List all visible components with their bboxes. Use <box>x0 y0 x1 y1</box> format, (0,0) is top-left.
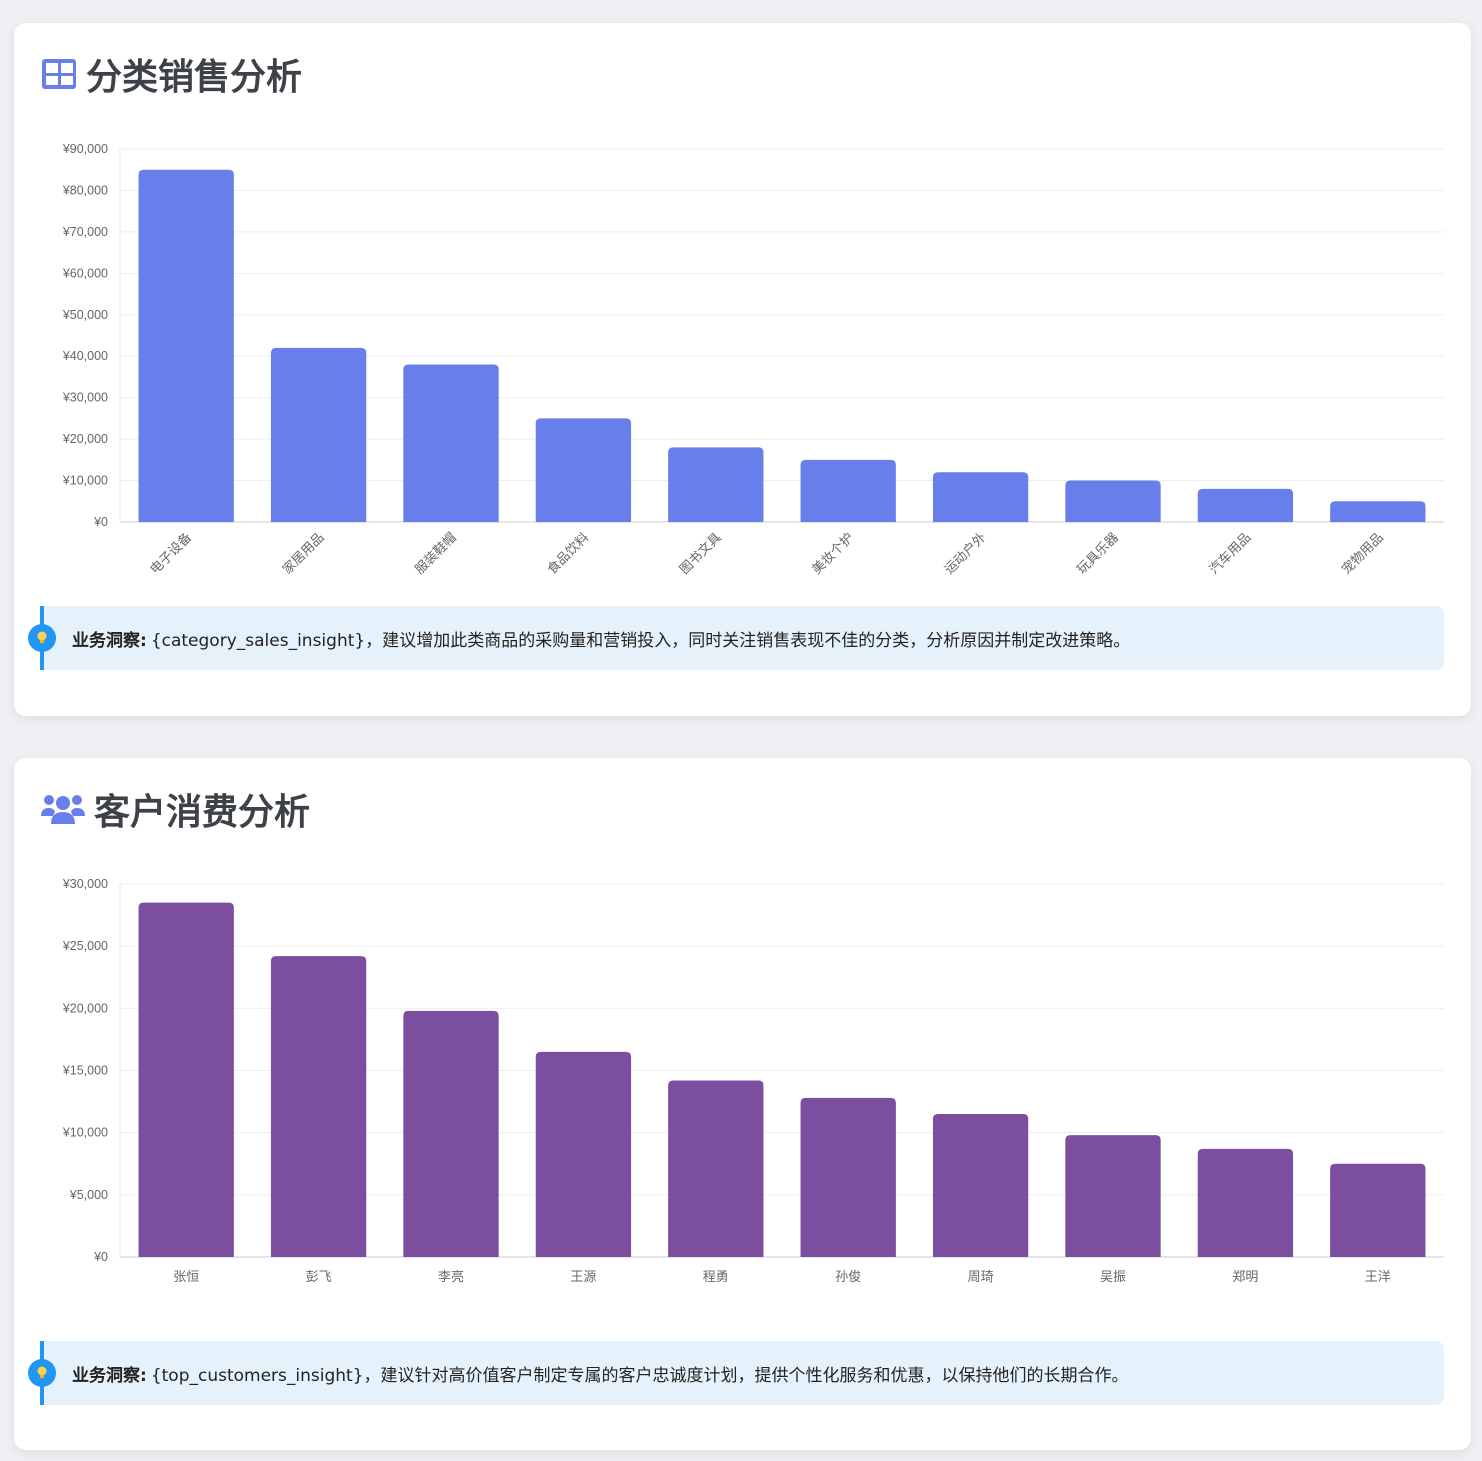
x-tick-label: 家居用品 <box>279 530 327 578</box>
customer-spending-chart: ¥0 ¥5,000 ¥10,000 ¥15,000 ¥20,000 ¥25,000 ¥30,… <box>34 868 1454 1338</box>
y-tick-label: ¥70,000 <box>62 225 108 239</box>
customer-spending-card: 客户消费分析 ¥0 ¥5,000 ¥10,000 ¥15,000 ¥20,000 ¥25,… <box>14 758 1471 1450</box>
x-tick-label: 李亮 <box>438 1269 464 1285</box>
x-tick-label: 食品饮料 <box>544 530 592 578</box>
y-tick-label: ¥25,000 <box>62 939 108 953</box>
x-tick-label: 美妆个护 <box>810 530 857 577</box>
y-tick-label: ¥40,000 <box>62 349 108 363</box>
bar[interactable] <box>270 956 367 1257</box>
x-tick-label: 周琦 <box>968 1270 994 1285</box>
bar[interactable] <box>138 902 234 1257</box>
bar[interactable] <box>403 1010 499 1257</box>
insight-box: 业务洞察: {top_customers_insight}，建议针对高价值客户制… <box>28 1341 1444 1405</box>
y-tick-label: ¥30,000 <box>62 391 108 405</box>
y-tick-label: ¥20,000 <box>62 1001 108 1015</box>
bar[interactable] <box>1330 1163 1426 1257</box>
bar[interactable] <box>138 169 234 522</box>
y-tick-label: ¥90,000 <box>62 142 108 156</box>
bar-chart: ¥0 ¥10,000 ¥20,000 ¥30,000 ¥40,000 ¥50,000 ¥60… <box>62 142 1444 578</box>
x-tick-label: 宠物用品 <box>1339 530 1387 578</box>
bar[interactable] <box>1197 488 1294 522</box>
insight-text: {top_customers_insight}，建议针对高价值客户制定专属的客户… <box>150 1365 1129 1386</box>
y-tick-label: ¥15,000 <box>62 1064 108 1078</box>
x-tick-label: 王源 <box>570 1270 596 1285</box>
card-header: 分类销售分析 <box>40 49 302 99</box>
insight-label: 业务洞察: <box>72 1365 147 1386</box>
y-tick-label: ¥10,000 <box>62 1126 108 1140</box>
category-sales-card: 分类销售分析 ¥0 ¥10,000 ¥20,000 ¥30,000 ¥40,000 ¥50… <box>14 23 1471 716</box>
bar[interactable] <box>270 347 367 522</box>
x-tick-label: 程勇 <box>703 1270 729 1285</box>
y-tick-label: ¥20,000 <box>62 432 108 446</box>
bar[interactable] <box>800 459 896 522</box>
bar[interactable] <box>668 1080 764 1257</box>
insight-text: {category_sales_insight}，建议增加此类商品的采购量和营销… <box>150 630 1131 651</box>
bar[interactable] <box>535 418 632 522</box>
x-tick-label: 张恒 <box>173 1270 199 1285</box>
x-tick-label: 汽车用品 <box>1206 530 1254 578</box>
users-icon <box>41 795 85 824</box>
card-header: 客户消费分析 <box>40 784 310 834</box>
bar[interactable] <box>800 1097 896 1257</box>
y-tick-label: ¥0 <box>93 515 108 529</box>
bar[interactable] <box>403 364 499 522</box>
y-tick-label: ¥0 <box>93 1250 108 1264</box>
x-tick-label: 王洋 <box>1365 1270 1391 1285</box>
bar[interactable] <box>1330 501 1426 522</box>
bar[interactable] <box>932 472 1029 522</box>
insight-box: 业务洞察: {category_sales_insight}，建议增加此类商品的… <box>28 606 1444 670</box>
bar[interactable] <box>668 447 764 522</box>
y-tick-label: ¥60,000 <box>62 266 108 280</box>
card-title: 分类销售分析 <box>86 57 303 98</box>
x-tick-label: 孙俊 <box>835 1270 861 1285</box>
y-tick-label: ¥50,000 <box>62 308 108 322</box>
x-tick-label: 运动户外 <box>941 530 989 578</box>
x-tick-label: 吴振 <box>1100 1270 1126 1285</box>
x-tick-label: 服装鞋帽 <box>412 530 460 578</box>
y-tick-label: ¥30,000 <box>62 877 108 891</box>
lightbulb-icon <box>28 1359 56 1387</box>
x-tick-label: 玩具乐器 <box>1074 530 1121 577</box>
bar[interactable] <box>535 1051 632 1257</box>
table-icon <box>42 59 76 89</box>
bar[interactable] <box>932 1114 1029 1257</box>
lightbulb-icon <box>28 624 56 652</box>
x-tick-label: 彭飞 <box>306 1270 332 1285</box>
category-sales-chart: ¥0 ¥10,000 ¥20,000 ¥30,000 ¥40,000 ¥50,000 ¥60… <box>34 133 1454 603</box>
x-tick-label: 电子设备 <box>147 530 195 578</box>
y-tick-label: ¥80,000 <box>62 183 108 197</box>
card-title: 客户消费分析 <box>94 792 311 833</box>
bar[interactable] <box>1065 480 1161 522</box>
bar[interactable] <box>1197 1148 1294 1257</box>
bar[interactable] <box>1065 1135 1161 1257</box>
y-tick-label: ¥5,000 <box>69 1188 108 1202</box>
bar-chart: ¥0 ¥5,000 ¥10,000 ¥15,000 ¥20,000 ¥25,000 ¥30,… <box>62 877 1444 1285</box>
y-tick-label: ¥10,000 <box>62 474 108 488</box>
x-tick-label: 郑明 <box>1232 1270 1258 1285</box>
x-tick-label: 图书文具 <box>677 530 724 577</box>
insight-label: 业务洞察: <box>72 630 147 651</box>
